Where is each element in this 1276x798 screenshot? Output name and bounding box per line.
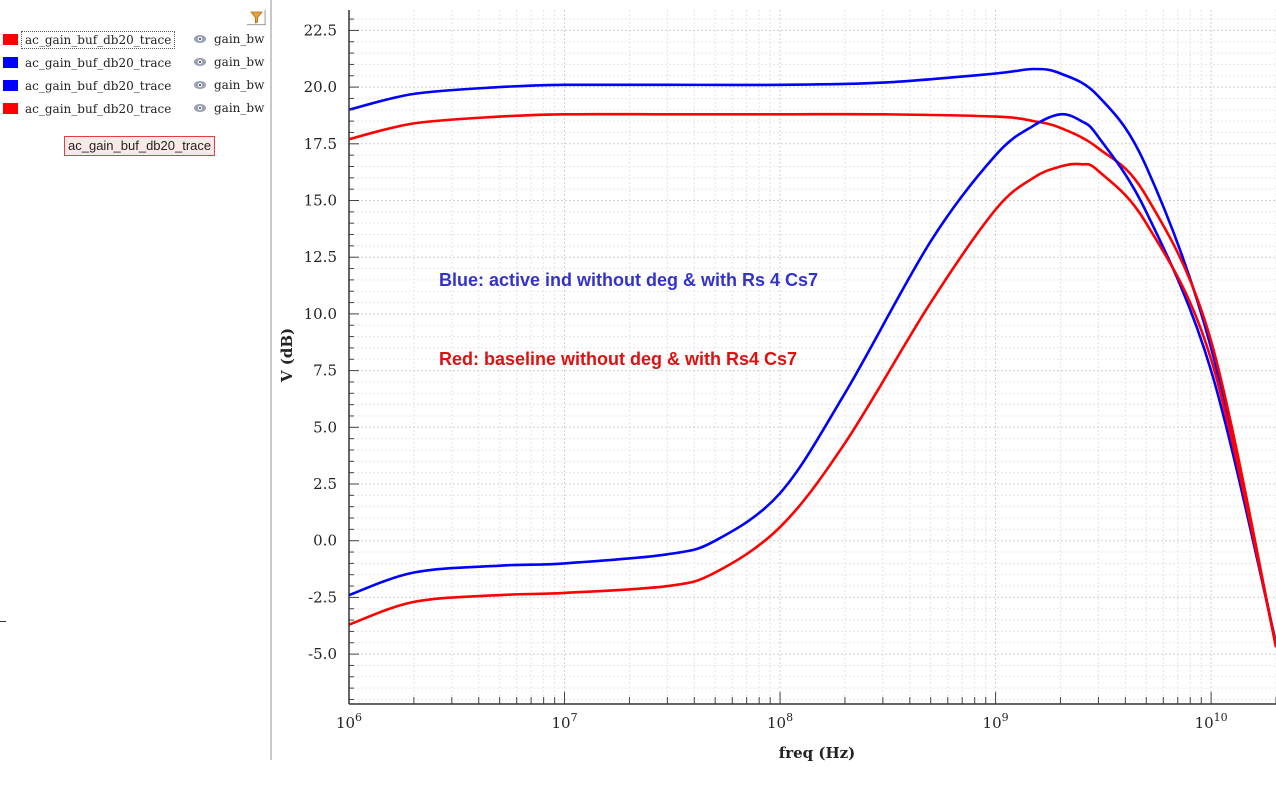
annotation-blue: Blue: active ind without deg & with Rs 4… <box>439 270 818 290</box>
legend-color-swatch <box>3 57 18 68</box>
chart: 22.5 20.0 17.5 15.0 12.5 10.0 7.5 5.0 2.5 0.0 -2.5… <box>278 10 1276 762</box>
legend-color-swatch <box>3 80 18 91</box>
tick-labels: 22.5 20.0 17.5 15.0 12.5 10.0 7.5 5.0 2.5 0.0 -2.5… <box>304 21 1228 732</box>
legend-bw-label: gain_bw <box>214 55 265 69</box>
legend-trace-name[interactable]: ac_gain_buf_db20_trace <box>25 102 172 116</box>
y-tick-label: 0.0 <box>313 532 337 550</box>
y-tick-label: -2.5 <box>308 588 337 606</box>
legend-color-swatch <box>3 103 18 114</box>
y-tick-label: 12.5 <box>304 248 337 266</box>
legend-item[interactable]: ac_gain_buf_db20_trace gain_bw <box>0 99 270 119</box>
selected-trace-tag[interactable]: ac_gain_buf_db20_trace <box>64 136 216 156</box>
x-axis-label: freq (Hz) <box>779 744 856 762</box>
legend-color-swatch <box>3 34 18 45</box>
x-tick-label: 1010 <box>1195 711 1228 732</box>
legend-bw-label: gain_bw <box>214 32 265 46</box>
y-tick-label: 22.5 <box>304 21 337 39</box>
series-line-1 <box>348 112 1276 648</box>
legend-bw-label: gain_bw <box>214 101 265 115</box>
panel-divider[interactable] <box>270 0 272 760</box>
legend-bw-label: gain_bw <box>214 78 265 92</box>
series-line-3 <box>348 162 1276 646</box>
x-tick-label: 109 <box>983 711 1009 732</box>
x-tick-label: 107 <box>551 711 577 732</box>
legend-trace-name[interactable]: ac_gain_buf_db20_trace <box>25 56 172 70</box>
series-layer <box>348 67 1276 648</box>
legend-item[interactable]: ac_gain_buf_db20_trace gain_bw <box>0 30 270 50</box>
legend-trace-name[interactable]: ac_gain_buf_db20_trace <box>21 31 176 49</box>
y-tick-label: 20.0 <box>304 78 337 96</box>
y-tick-label: 5.0 <box>313 418 337 436</box>
legend-panel: ac_gain_buf_db20_trace gain_bw ac_gain_b… <box>0 0 271 760</box>
filter-icon[interactable] <box>245 9 267 27</box>
x-tick-label: 108 <box>767 711 793 732</box>
y-tick-label: 7.5 <box>313 362 337 380</box>
legend-trace-name[interactable]: ac_gain_buf_db20_trace <box>25 79 172 93</box>
y-tick-label: 2.5 <box>313 475 337 493</box>
axes <box>348 10 1276 705</box>
y-tick-label: 15.0 <box>304 192 337 210</box>
eye-icon[interactable] <box>193 33 207 45</box>
x-tick-label: 106 <box>336 711 362 732</box>
legend-item[interactable]: ac_gain_buf_db20_trace gain_bw <box>0 53 270 73</box>
eye-icon[interactable] <box>193 79 207 91</box>
legend-item[interactable]: ac_gain_buf_db20_trace gain_bw <box>0 76 270 96</box>
eye-icon[interactable] <box>193 102 207 114</box>
eye-icon[interactable] <box>193 56 207 68</box>
y-tick-label: 10.0 <box>304 305 337 323</box>
y-tick-label: 17.5 <box>304 135 337 153</box>
annotation-red: Red: baseline without deg & with Rs4 Cs7 <box>439 349 797 369</box>
series-line-0 <box>348 67 1276 646</box>
y-tick-label: -5.0 <box>308 645 337 663</box>
grid <box>348 10 1276 704</box>
panel-edge-mark <box>0 621 6 622</box>
series-line-2 <box>348 112 1276 644</box>
y-axis-label: V (dB) <box>278 328 296 383</box>
